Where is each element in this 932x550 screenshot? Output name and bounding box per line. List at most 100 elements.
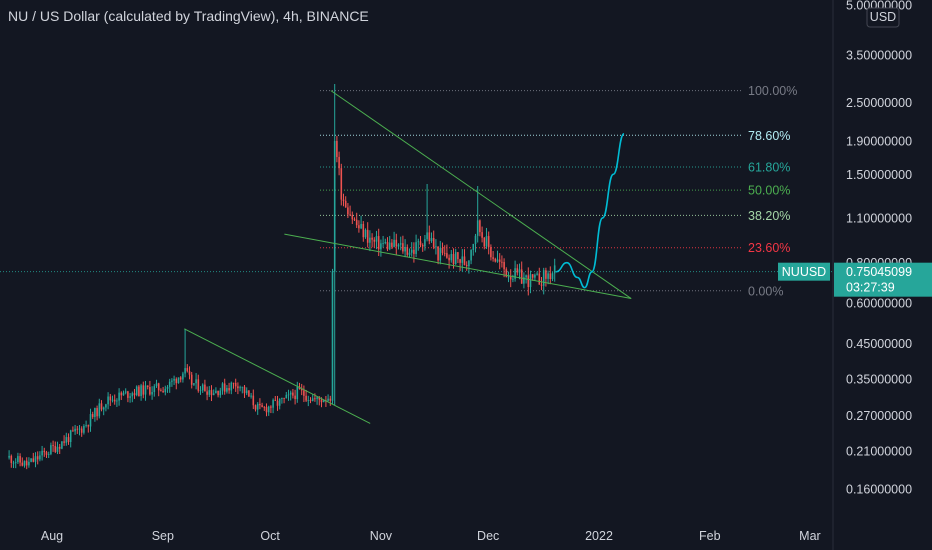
candle-body (446, 253, 448, 258)
candle (241, 386, 244, 394)
candle-body (415, 242, 417, 254)
currency-label: USD (870, 10, 896, 24)
candle-body (322, 400, 325, 403)
candle (349, 205, 351, 217)
candle (146, 385, 149, 390)
candle-body (23, 460, 26, 466)
candle-body (281, 398, 283, 399)
candle (133, 388, 136, 399)
candle (479, 219, 481, 237)
candle (417, 238, 420, 251)
candle-body (536, 273, 538, 275)
candle (30, 458, 32, 463)
fib-level-label: 61.80% (748, 160, 790, 174)
candle (41, 445, 43, 461)
candle-body (195, 379, 197, 384)
candle (404, 239, 406, 258)
candle (483, 236, 486, 250)
candle (300, 383, 303, 396)
candle-body (331, 271, 334, 401)
candle (545, 267, 547, 287)
candle (527, 267, 530, 296)
candle (256, 402, 259, 415)
time-label: Feb (699, 529, 721, 543)
candle-body (256, 403, 259, 410)
candle-body (375, 236, 378, 242)
candle (307, 395, 310, 407)
candle (17, 452, 19, 464)
candle (397, 243, 400, 250)
candle-body (96, 408, 98, 417)
candle-body (135, 386, 138, 396)
candle (507, 271, 510, 283)
candle-body (512, 278, 514, 280)
candle (454, 248, 457, 265)
currency-button[interactable]: USD (866, 7, 900, 28)
candle-body (50, 445, 52, 455)
candle-body (184, 368, 186, 374)
candle-body (100, 403, 103, 410)
price-badge (834, 262, 932, 297)
time-label: Oct (260, 529, 280, 543)
time-label: 2022 (585, 529, 613, 543)
candle-body (549, 273, 552, 280)
candle (124, 388, 127, 395)
candle (391, 239, 393, 250)
trendline-upper-2 (330, 90, 632, 299)
candle-body (204, 384, 206, 392)
candle (399, 236, 402, 251)
candle (58, 443, 61, 454)
candle-body (360, 223, 362, 229)
candle-body (316, 397, 318, 399)
candle-body (492, 257, 494, 259)
candle (32, 452, 35, 463)
candle-body (19, 456, 21, 463)
candle-body (402, 243, 404, 252)
candle (63, 435, 65, 446)
candle (78, 425, 81, 436)
candle (199, 386, 202, 395)
candle (294, 389, 296, 405)
candle (39, 451, 41, 462)
candle (21, 457, 24, 467)
candle-body (314, 398, 316, 400)
candle-body (133, 393, 136, 396)
candle-body (149, 386, 151, 395)
candle-body (78, 428, 81, 430)
candle-body (371, 237, 373, 240)
candle (355, 212, 358, 229)
candle (138, 384, 140, 397)
candle-body (393, 239, 395, 247)
candle-body (210, 390, 213, 396)
candle (509, 269, 512, 288)
candle-body (252, 395, 255, 406)
candle (28, 457, 30, 468)
candle (303, 385, 305, 403)
candle-body (120, 392, 123, 396)
candle-body (527, 275, 530, 288)
candle (160, 388, 162, 392)
candle-body (221, 383, 224, 391)
candle-body (52, 445, 54, 447)
candle (446, 244, 448, 259)
candle-body (459, 259, 461, 263)
candle-body (32, 458, 35, 462)
candle (54, 441, 57, 454)
candle (516, 264, 519, 276)
candle (140, 383, 142, 401)
candle (518, 263, 521, 280)
candle-body (190, 374, 193, 385)
candle (501, 255, 503, 268)
candle-body (452, 254, 455, 265)
candle-body (215, 390, 217, 394)
candle (195, 373, 197, 390)
candle (122, 390, 125, 396)
candle-body (494, 258, 497, 262)
candle-body (523, 277, 525, 284)
candle-body (259, 403, 261, 406)
candle-body (272, 399, 274, 408)
candle-body (417, 241, 420, 243)
candle (188, 366, 191, 380)
candle (373, 237, 376, 248)
